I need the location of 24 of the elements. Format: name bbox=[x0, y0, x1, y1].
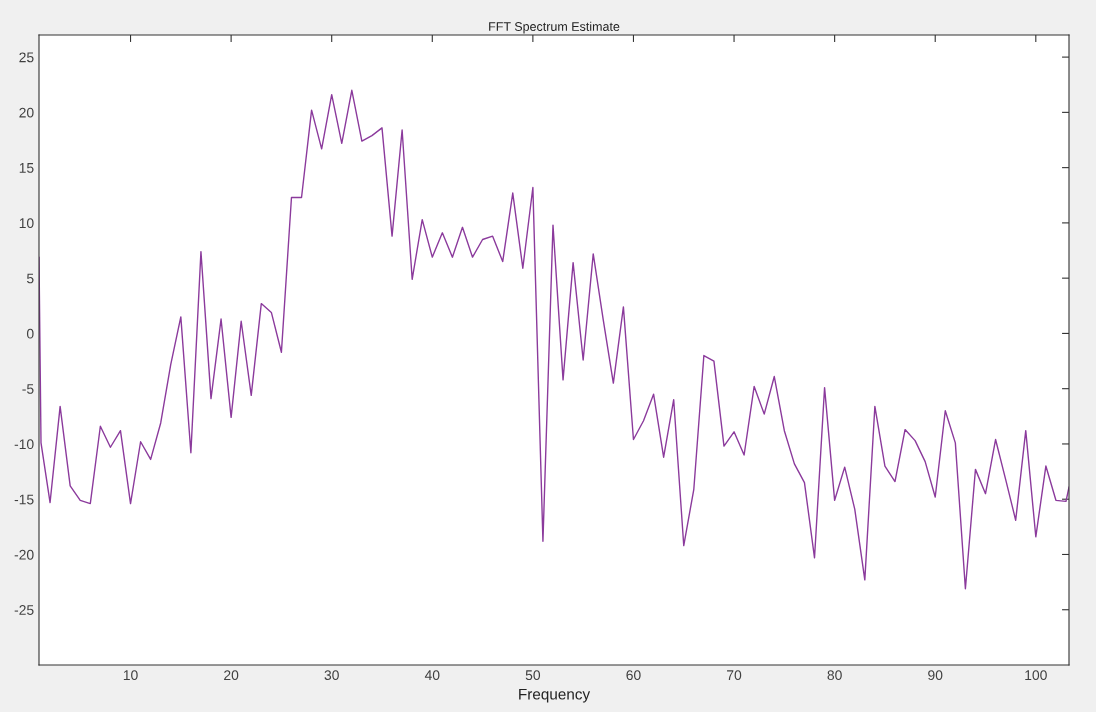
y-tick-label: 20 bbox=[19, 107, 34, 118]
y-tick-label: 0 bbox=[26, 328, 34, 339]
y-tick-label: -20 bbox=[14, 549, 34, 560]
x-tick-label: 100 bbox=[1025, 670, 1047, 681]
x-tick-label: 50 bbox=[525, 670, 541, 681]
line-series bbox=[39, 89, 1069, 590]
y-tick-label: 10 bbox=[19, 218, 34, 229]
y-tick-label: 5 bbox=[26, 273, 34, 284]
x-tick-label: 60 bbox=[626, 670, 641, 681]
x-tick-label: 70 bbox=[727, 670, 742, 681]
x-tick-label: 20 bbox=[224, 670, 239, 681]
y-tick-label: -5 bbox=[22, 384, 34, 394]
y-tick-label: -25 bbox=[14, 605, 34, 615]
y-tick-label: -10 bbox=[14, 439, 34, 450]
y-tick-label: 25 bbox=[19, 52, 34, 63]
x-tick-label: 40 bbox=[424, 670, 440, 681]
y-tick-label: -15 bbox=[14, 494, 34, 505]
chart-title: FFT Spectrum Estimate bbox=[489, 21, 620, 34]
x-tick-label: 80 bbox=[827, 670, 842, 681]
x-tick-label: 30 bbox=[324, 670, 339, 681]
x-axis-title: Frequency bbox=[519, 688, 591, 703]
y-tick-label: 15 bbox=[19, 163, 34, 173]
x-tick-label: 90 bbox=[928, 670, 943, 681]
x-tick-label: 10 bbox=[123, 670, 138, 681]
